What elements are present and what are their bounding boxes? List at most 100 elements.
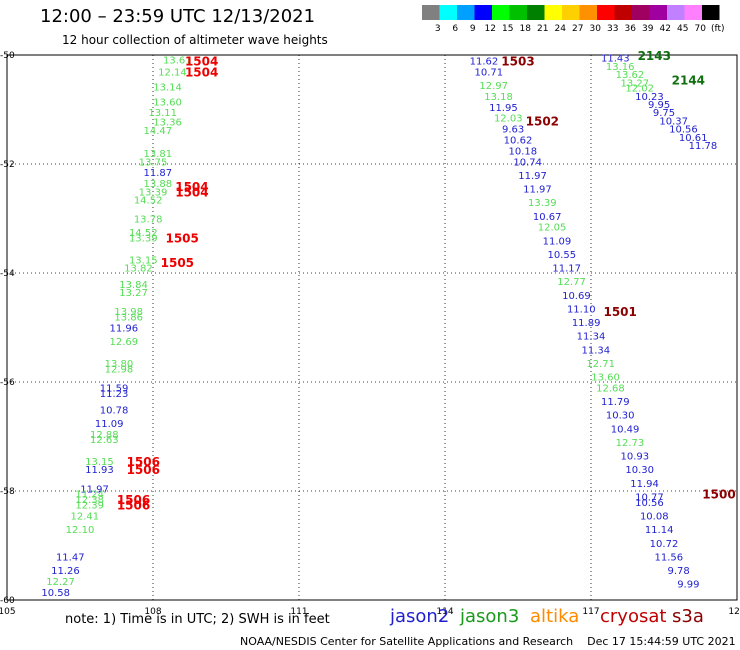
- data-point-label: 10.49: [611, 424, 640, 435]
- data-point-label: 10.78: [100, 405, 129, 416]
- track-id-label: 1506: [127, 463, 160, 477]
- data-point-label: 12.14: [158, 67, 187, 78]
- points-layer: 13.6112.1413.1413.6013.1113.3614.4713.81…: [41, 54, 717, 599]
- data-point-label: 9.75: [653, 108, 675, 119]
- axis-layer: 105 108 111 114 117 120 -50 -52 -54 -56 -58 -60: [0, 51, 740, 617]
- data-point-label: 11.10: [567, 304, 596, 315]
- data-point-label: 12.77: [557, 277, 586, 288]
- data-point-label: 11.97: [518, 171, 547, 182]
- track-id-label: 2143: [638, 49, 671, 63]
- data-point-label: 11.62: [470, 56, 499, 67]
- data-point-label: 11.78: [689, 141, 718, 152]
- x-tick-label: 111: [290, 607, 307, 617]
- data-point-label: 11.97: [80, 484, 109, 495]
- data-point-label: 11.87: [144, 168, 173, 179]
- data-point-label: 10.23: [635, 92, 664, 103]
- data-point-label: 9.95: [648, 100, 670, 111]
- scale-swatch: [492, 5, 510, 20]
- data-point-label: 13.11: [148, 108, 177, 119]
- data-point-label: 13.27: [119, 288, 148, 299]
- scale-swatch: [544, 5, 562, 20]
- data-point-label: 10.62: [504, 135, 533, 146]
- data-point-label: 12.41: [71, 512, 100, 523]
- scale-swatch: [597, 5, 615, 20]
- data-point-label: 10.72: [650, 539, 679, 550]
- track-id-label: 1504: [185, 65, 218, 79]
- data-point-label: 12.38: [75, 495, 104, 506]
- data-point-label: 11.24: [75, 490, 104, 501]
- y-tick-label: -50: [0, 51, 15, 61]
- data-point-label: 11.34: [582, 345, 611, 356]
- scale-tick-label: 39: [642, 24, 654, 34]
- x-tick-label: 117: [582, 607, 599, 617]
- scale-swatch: [649, 5, 667, 20]
- track-id-label: 1504: [185, 54, 218, 68]
- scale-swatch: [562, 5, 580, 20]
- data-point-label: 13.39: [129, 234, 158, 245]
- data-point-label: 11.96: [109, 324, 138, 335]
- legend-cryosat: cryosat: [600, 606, 667, 627]
- data-point-label: 11.47: [56, 552, 85, 563]
- data-point-label: 11.09: [543, 236, 572, 247]
- data-point-label: 13.84: [119, 280, 148, 291]
- scale-tick-label: 42: [660, 24, 671, 34]
- scale-tick-label: 24: [555, 24, 567, 34]
- y-tick-label: -58: [0, 487, 15, 497]
- data-point-label: 11.93: [85, 465, 114, 476]
- data-point-label: 10.55: [547, 250, 576, 261]
- data-point-label: 10.30: [625, 465, 654, 476]
- data-point-label: 10.69: [562, 291, 591, 302]
- data-point-label: 10.67: [533, 212, 562, 223]
- scale-swatch: [684, 5, 702, 20]
- scale-tick-label: 33: [607, 24, 618, 34]
- scale-tick-label: 12: [485, 24, 496, 34]
- chart-subtitle: 12 hour collection of altimeter wave hei…: [62, 33, 328, 47]
- scale-swatch: [702, 5, 720, 20]
- data-point-label: 13.27: [620, 78, 649, 89]
- data-point-label: 13.60: [591, 373, 620, 384]
- scale-tick-label: 45: [677, 24, 688, 34]
- data-point-label: 10.61: [679, 133, 708, 144]
- data-point-label: 11.43: [601, 54, 630, 65]
- scale-tick-label: 3: [435, 24, 441, 34]
- track-id-label: 1500: [702, 488, 735, 502]
- data-point-label: 13.18: [484, 92, 513, 103]
- footer-note: note: 1) Time is in UTC; 2) SWH is in fe…: [65, 612, 330, 627]
- data-point-label: 11.89: [572, 318, 601, 329]
- track-id-label: 1504: [175, 185, 208, 199]
- x-tick-label: 105: [0, 607, 16, 617]
- y-tick-label: -60: [0, 596, 15, 606]
- data-point-label: 13.75: [139, 157, 168, 168]
- data-point-label: 11.97: [523, 185, 552, 196]
- legend-s3a: s3a: [672, 606, 704, 627]
- x-tick-label: 108: [144, 607, 161, 617]
- data-point-label: 13.39: [528, 198, 557, 209]
- data-point-label: 10.71: [474, 67, 503, 78]
- scale-swatch: [474, 5, 492, 20]
- data-point-label: 11.26: [51, 566, 80, 577]
- track-id-label: 1505: [165, 232, 198, 246]
- scale-swatch: [667, 5, 685, 20]
- track-id-label: 1502: [526, 114, 559, 128]
- data-point-label: 11.79: [601, 397, 630, 408]
- data-point-label: 11.56: [655, 552, 684, 563]
- data-point-label: 12.27: [46, 577, 75, 588]
- track-id-label: 1505: [161, 256, 194, 270]
- y-tick-label: -52: [0, 160, 15, 170]
- data-point-label: 9.78: [667, 566, 689, 577]
- data-point-label: 12.02: [625, 84, 654, 95]
- scale-swatch: [439, 5, 457, 20]
- data-point-label: 9.99: [677, 580, 699, 591]
- data-point-label: 13.39: [139, 187, 168, 198]
- data-point-label: 13.16: [606, 62, 635, 73]
- legend-altika: altika: [530, 606, 580, 627]
- data-point-label: 13.86: [114, 313, 143, 324]
- chart-title: 12:00 – 23:59 UTC 12/13/2021: [40, 6, 316, 27]
- scale-swatch: [579, 5, 597, 20]
- data-point-label: 14.47: [144, 126, 173, 137]
- data-point-label: 11.34: [577, 332, 606, 343]
- data-point-label: 10.37: [659, 116, 688, 127]
- data-point-label: 12.71: [586, 359, 615, 370]
- data-point-label: 13.88: [144, 179, 173, 190]
